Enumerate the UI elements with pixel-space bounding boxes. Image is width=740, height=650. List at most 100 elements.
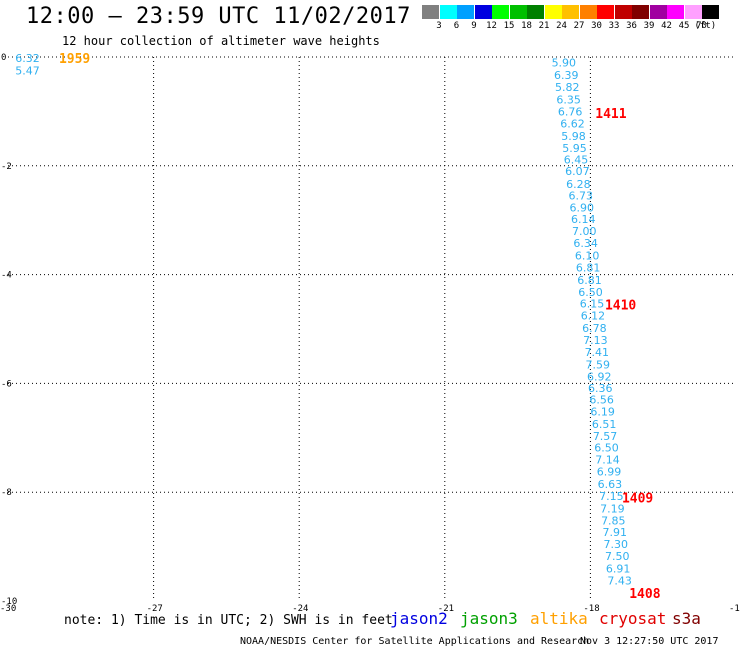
legend-swatch — [632, 5, 649, 19]
legend-swatch — [579, 5, 597, 19]
wave-height-label: 6.36 — [588, 382, 613, 395]
wave-height-label: 7.91 — [603, 526, 628, 539]
wave-height-label: 7.14 — [595, 454, 620, 467]
satellite-cryosat: cryosat — [599, 609, 667, 628]
wave-height-label: 6.28 — [566, 178, 591, 191]
wave-height-label: 7.00 — [572, 225, 597, 238]
wave-height-label: 5.90 — [552, 56, 577, 69]
wave-height-label: 7.13 — [583, 334, 608, 347]
x-tick-label: -24 — [292, 604, 308, 614]
legend-label: 36 — [626, 21, 637, 31]
satellite-jason3: jason3 — [460, 609, 518, 628]
page-subtitle: 12 hour collection of altimeter wave hei… — [62, 34, 380, 48]
wave-height-label: 5.98 — [561, 130, 586, 143]
legend-swatch — [474, 5, 492, 19]
wave-height-label: 7.15 — [599, 490, 624, 503]
wave-height-label: 5.95 — [562, 142, 587, 155]
wave-height-label: 6.76 — [558, 105, 583, 118]
legend-swatch — [614, 5, 632, 19]
legend-swatch — [597, 5, 614, 19]
wave-height-label: 6.90 — [570, 202, 595, 215]
y-tick-label: -10 — [1, 597, 17, 607]
legend-label: 42 — [661, 21, 672, 31]
legend-swatch — [649, 5, 667, 19]
timestamp-text: Nov 3 12:27:50 UTC 2017 — [580, 636, 719, 647]
x-tick-label: -21 — [438, 604, 454, 614]
legend-label: 18 — [521, 21, 532, 31]
legend-label: 15 — [503, 21, 515, 31]
legend-swatch — [509, 5, 527, 19]
wave-height-label: 6.51 — [592, 418, 617, 431]
wave-height-label: 6.07 — [565, 165, 590, 178]
wave-height-label: 7.30 — [604, 538, 629, 551]
legend-swatch — [439, 5, 457, 19]
y-tick-label: 0 — [1, 53, 6, 63]
pass-time-label: 1409 — [622, 492, 653, 507]
legend-label: 3 — [436, 21, 442, 31]
legend-label: 12 — [486, 21, 497, 31]
satellite-jason2: jason2 — [390, 609, 448, 628]
pass-time-label: 1410 — [605, 299, 636, 314]
legend-label: 70 — [696, 21, 707, 31]
wave-height-label: 6.56 — [589, 394, 614, 407]
wave-height-label: 6.19 — [590, 406, 615, 419]
satellite-altika: altika — [530, 609, 588, 628]
wave-height-label: 6.32 — [15, 52, 40, 65]
y-tick-label: -4 — [1, 271, 12, 281]
legend-label: 24 — [556, 21, 567, 31]
legend-label: 9 — [471, 21, 477, 31]
y-tick-label: -8 — [1, 488, 12, 498]
wave-height-label: 5.82 — [555, 81, 580, 94]
wave-height-label: 7.57 — [593, 430, 618, 443]
wave-height-label: 6.39 — [554, 69, 579, 82]
wave-height-label: 6.15 — [580, 297, 605, 310]
x-tick-label: -18 — [583, 604, 599, 614]
wave-height-label: 6.92 — [587, 370, 612, 383]
wave-height-label: 6.14 — [571, 213, 596, 226]
wave-height-label: 6.34 — [573, 237, 598, 250]
credit-text: NOAA/NESDIS Center for Satellite Applica… — [240, 636, 590, 647]
wave-height-label: 6.81 — [576, 262, 601, 275]
wave-height-label: 7.59 — [586, 358, 611, 371]
wave-height-label: 6.63 — [598, 478, 623, 491]
x-tick-label: -30 — [0, 604, 16, 614]
legend-swatch — [422, 5, 439, 19]
legend-swatch — [492, 5, 509, 19]
pass-time-label: 1411 — [595, 107, 626, 122]
pass-time-label: 1959 — [59, 52, 90, 67]
footer-note: note: 1) Time is in UTC; 2) SWH is in fe… — [64, 613, 393, 628]
legend-label: 33 — [608, 21, 620, 31]
x-tick-label: -27 — [147, 604, 163, 614]
wave-height-label: 6.73 — [569, 190, 594, 203]
legend-label: 30 — [591, 21, 602, 31]
wave-height-label: 6.62 — [560, 117, 585, 130]
wave-height-label: 6.12 — [581, 309, 606, 322]
wave-height-label: 6.45 — [564, 153, 589, 166]
legend-swatch — [544, 5, 562, 19]
wave-height-label: 6.78 — [582, 322, 607, 335]
wave-height-label: 7.50 — [605, 550, 630, 563]
legend-label: 39 — [643, 21, 655, 31]
wave-height-label: 6.91 — [606, 562, 631, 575]
legend-swatch — [667, 5, 684, 19]
pass-time-label: 1408 — [629, 587, 660, 602]
legend-label: 27 — [573, 21, 585, 31]
wave-height-label: 7.41 — [585, 346, 610, 359]
legend-swatch — [527, 5, 544, 19]
wave-height-label: 7.19 — [600, 503, 625, 516]
legend-swatch — [702, 5, 719, 19]
page-title: 12:00 – 23:59 UTC 11/02/2017 — [26, 4, 411, 29]
legend-label: 45 — [678, 21, 690, 31]
legend-swatch — [457, 5, 474, 19]
y-tick-label: -6 — [1, 379, 12, 389]
y-tick-label: -2 — [1, 162, 12, 172]
legend-swatch — [562, 5, 579, 19]
legend-swatch — [684, 5, 702, 19]
wave-height-label: 6.50 — [578, 286, 603, 299]
legend-unit: (ft) — [694, 21, 717, 31]
wave-height-label: 6.81 — [577, 274, 602, 287]
wave-height-label: 6.10 — [575, 250, 600, 263]
wave-height-label: 7.43 — [607, 574, 632, 587]
satellite-s3a: s3a — [672, 609, 701, 628]
